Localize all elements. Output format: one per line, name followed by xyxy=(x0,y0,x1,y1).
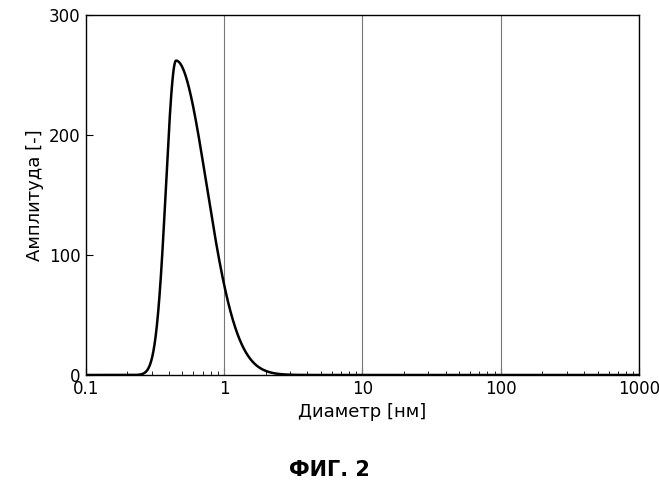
X-axis label: Диаметр [нм]: Диаметр [нм] xyxy=(299,404,426,421)
Y-axis label: Амплитуда [-]: Амплитуда [-] xyxy=(26,129,43,261)
Text: ФИГ. 2: ФИГ. 2 xyxy=(289,460,370,480)
